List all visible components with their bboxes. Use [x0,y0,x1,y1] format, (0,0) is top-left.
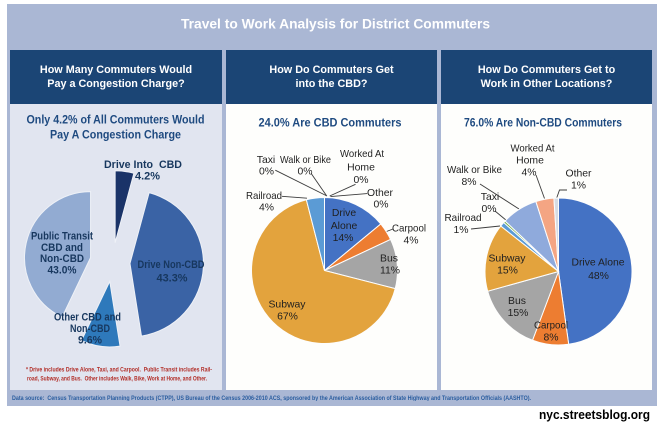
svg-text:Home: Home [347,163,375,174]
svg-text:Taxi: Taxi [481,192,499,203]
svg-text:Railroad: Railroad [246,191,282,202]
svg-text:Drive Into CBD: Drive Into CBD [104,159,182,171]
svg-text:* Drive includes Drive Alone,: * Drive includes Drive Alone, Taxi, and … [26,367,212,374]
svg-text:4.2%: 4.2% [135,171,161,183]
svg-text:Carpool: Carpool [392,224,426,235]
svg-text:15%: 15% [497,266,518,277]
svg-text:1%: 1% [571,181,586,192]
svg-text:Public Transit: Public Transit [31,231,93,243]
svg-text:Walk or Bike: Walk or Bike [280,155,331,166]
svg-text:43.3%: 43.3% [157,273,189,285]
svg-text:road, Subway, and Bus. Other: road, Subway, and Bus. Other includes Wa… [27,376,207,383]
svg-text:Drive Non-CBD: Drive Non-CBD [138,259,205,271]
svg-text:Other: Other [367,188,394,199]
svg-text:Only 4.2% of All Commuters Wou: Only 4.2% of All Commuters Would [27,113,205,127]
svg-text:Alone: Alone [331,221,358,232]
svg-text:Other: Other [566,169,593,180]
svg-text:Carpool: Carpool [534,321,568,332]
svg-text:43.0%: 43.0% [48,265,78,277]
svg-text:67%: 67% [277,312,298,323]
svg-text:14%: 14% [333,233,354,244]
svg-text:Subway: Subway [269,300,307,311]
svg-text:Bus: Bus [380,254,398,265]
svg-text:Taxi: Taxi [257,155,275,166]
svg-text:0%: 0% [297,167,312,178]
svg-text:15%: 15% [508,308,529,319]
svg-text:Travel to Work Analysis for Di: Travel to Work Analysis for District Com… [181,17,490,32]
svg-text:76.0% Are Non-CBD Commuters: 76.0% Are Non-CBD Commuters [464,116,622,130]
svg-text:Home: Home [516,156,544,167]
svg-text:Other CBD and: Other CBD and [54,312,121,324]
svg-text:Worked At: Worked At [340,149,384,160]
svg-text:Drive: Drive [332,208,356,219]
svg-text:0%: 0% [373,200,388,211]
svg-text:8%: 8% [461,177,476,188]
svg-text:nyc.streetsblog.org: nyc.streetsblog.org [539,407,650,422]
svg-text:Pay A Congestion Charge: Pay A Congestion Charge [50,128,181,142]
svg-text:Data source: Census Transport: Data source: Census Transportation Plann… [12,395,531,401]
svg-text:Railroad: Railroad [445,213,482,224]
svg-text:Walk or Bike: Walk or Bike [447,165,502,176]
svg-text:4%: 4% [259,203,274,214]
svg-text:8%: 8% [543,333,558,344]
svg-text:Bus: Bus [508,296,526,307]
svg-text:48%: 48% [588,271,609,282]
svg-text:Non-CBD: Non-CBD [70,323,110,335]
svg-text:4%: 4% [521,168,536,179]
svg-text:1%: 1% [453,225,468,236]
svg-text:0%: 0% [259,167,274,178]
svg-text:24.0% Are CBD Commuters: 24.0% Are CBD Commuters [259,116,402,130]
svg-text:Drive Alone: Drive Alone [572,258,625,269]
svg-text:CBD and: CBD and [41,242,83,254]
svg-text:Subway: Subway [489,254,527,265]
svg-text:9.6%: 9.6% [78,335,103,347]
svg-text:0%: 0% [481,204,496,215]
svg-text:Worked At: Worked At [511,144,555,155]
svg-text:Non-CBD: Non-CBD [40,253,84,265]
svg-text:11%: 11% [380,266,400,277]
svg-text:4%: 4% [403,236,418,247]
svg-text:0%: 0% [353,175,368,186]
